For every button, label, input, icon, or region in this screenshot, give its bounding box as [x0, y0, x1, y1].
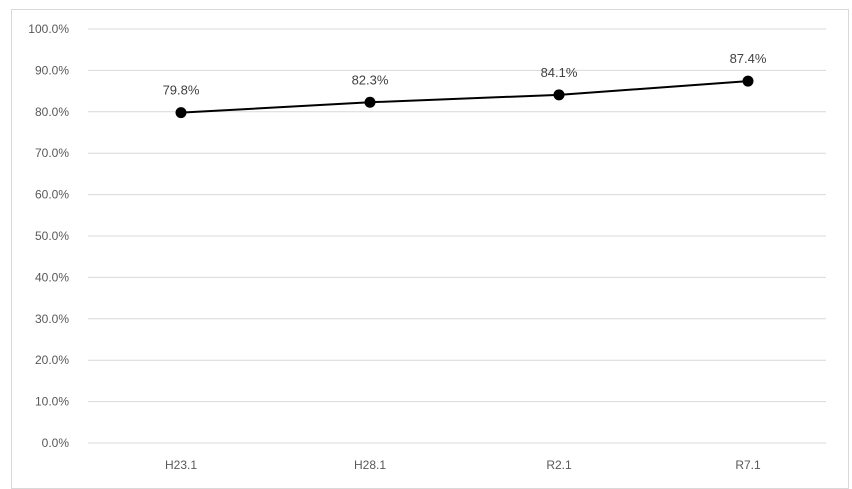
y-tick-label: 30.0%	[35, 312, 69, 326]
data-labels: 79.8% 82.3% 84.1% 87.4%	[163, 51, 767, 97]
y-tick-label: 100.0%	[28, 22, 69, 36]
x-tick-label: H28.1	[354, 458, 386, 472]
y-tick-label: 20.0%	[35, 353, 69, 367]
y-tick-label: 0.0%	[42, 436, 70, 450]
data-point	[742, 75, 754, 87]
y-tick-label: 80.0%	[35, 105, 69, 119]
data-label: 84.1%	[541, 65, 578, 80]
y-tick-label: 60.0%	[35, 188, 69, 202]
data-point	[553, 89, 565, 101]
y-tick-label: 10.0%	[35, 395, 69, 409]
x-tick-label: H23.1	[165, 458, 197, 472]
y-tick-label: 70.0%	[35, 146, 69, 160]
data-point	[364, 96, 376, 108]
data-label: 87.4%	[730, 51, 767, 66]
series-markers	[175, 75, 754, 119]
x-tick-label: R2.1	[546, 458, 572, 472]
series-line	[180, 80, 749, 114]
x-axis-tick-labels: H23.1 H28.1 R2.1 R7.1	[165, 458, 761, 472]
y-tick-label: 90.0%	[35, 63, 69, 77]
x-tick-label: R7.1	[735, 458, 761, 472]
chart-frame	[11, 9, 849, 489]
y-tick-label: 50.0%	[35, 229, 69, 243]
y-tick-label: 40.0%	[35, 270, 69, 284]
data-point	[175, 107, 187, 119]
series-line	[180, 80, 749, 114]
data-label: 79.8%	[163, 83, 200, 98]
y-axis-tick-labels: 0.0% 10.0% 20.0% 30.0% 40.0% 50.0% 60.0% 70.0% 8…	[28, 22, 69, 450]
data-label: 82.3%	[352, 72, 389, 87]
